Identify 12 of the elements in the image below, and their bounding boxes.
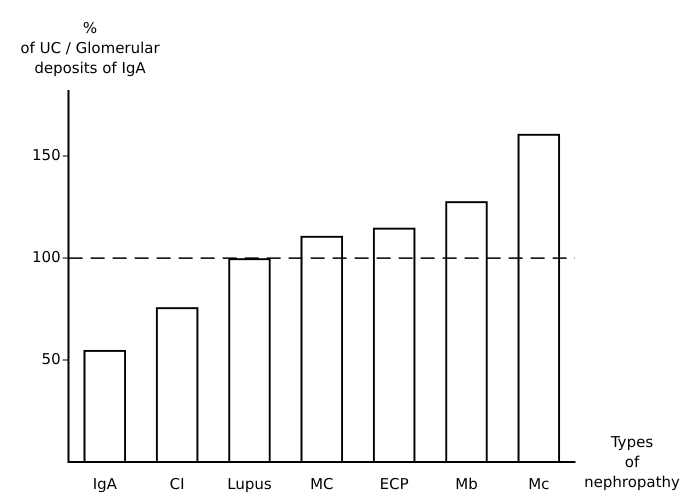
x-tick-label: Mc [528, 474, 550, 493]
x-tick-label: MC [310, 474, 334, 493]
x-tick-label: Mb [455, 474, 478, 493]
x-tick-label: IgA [92, 474, 118, 493]
x-axis-title: Types of nephropathy [583, 432, 681, 492]
x-tick-label: ECP [380, 474, 409, 493]
y-tick-label: 150 [32, 146, 61, 164]
y-axis-title: % of UC / Glomerular deposits of IgA [19, 18, 161, 78]
x-tick-label: Lupus [227, 474, 272, 493]
y-tick-label: 100 [32, 248, 61, 266]
y-tick-label: 50 [42, 350, 61, 368]
x-tick-label: CI [170, 474, 185, 493]
